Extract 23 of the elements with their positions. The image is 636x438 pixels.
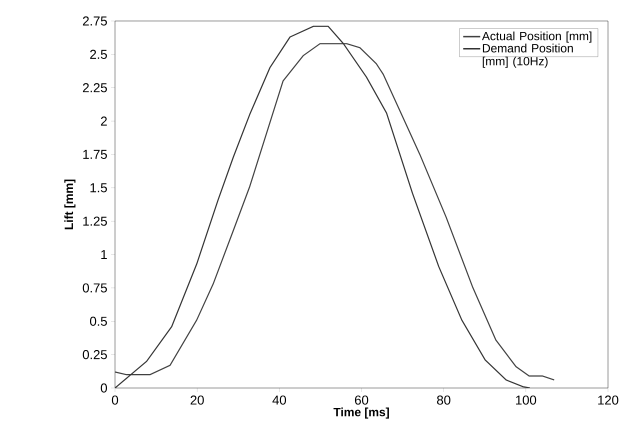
x-tick-label: 0 xyxy=(112,396,118,405)
y-tick-label: 2.5 xyxy=(90,50,107,59)
y-tick-label: 0.25 xyxy=(82,350,107,360)
y-tick-label: 0 xyxy=(100,383,107,393)
x-tick-label: 40 xyxy=(272,396,286,405)
y-tick-label: 2.75 xyxy=(82,16,107,26)
y-tick-label: 0.75 xyxy=(82,283,107,292)
x-tick-label: 20 xyxy=(190,396,204,405)
x-axis-title: Time [ms] xyxy=(334,408,389,419)
x-tick-label: 100 xyxy=(516,396,536,405)
y-tick-label: 1.5 xyxy=(90,183,107,192)
y-tick-label: 2 xyxy=(100,116,107,126)
y-tick-label: 1 xyxy=(101,250,107,259)
x-tick-label: 80 xyxy=(437,396,450,405)
y-tick-label: 2.25 xyxy=(82,83,107,92)
y-tick-label: 0.5 xyxy=(90,316,107,326)
y-axis-title: Lift [mm] xyxy=(64,180,76,230)
legend-label: Actual Position [mm] xyxy=(482,32,592,43)
x-tick-label: 60 xyxy=(354,396,368,405)
y-tick-label: 1.75 xyxy=(83,150,107,159)
y-tick-label: 1.25 xyxy=(83,216,107,226)
legend-label: Demand Position [mm] (10Hz) xyxy=(482,44,573,68)
x-tick-label: 120 xyxy=(598,396,618,405)
